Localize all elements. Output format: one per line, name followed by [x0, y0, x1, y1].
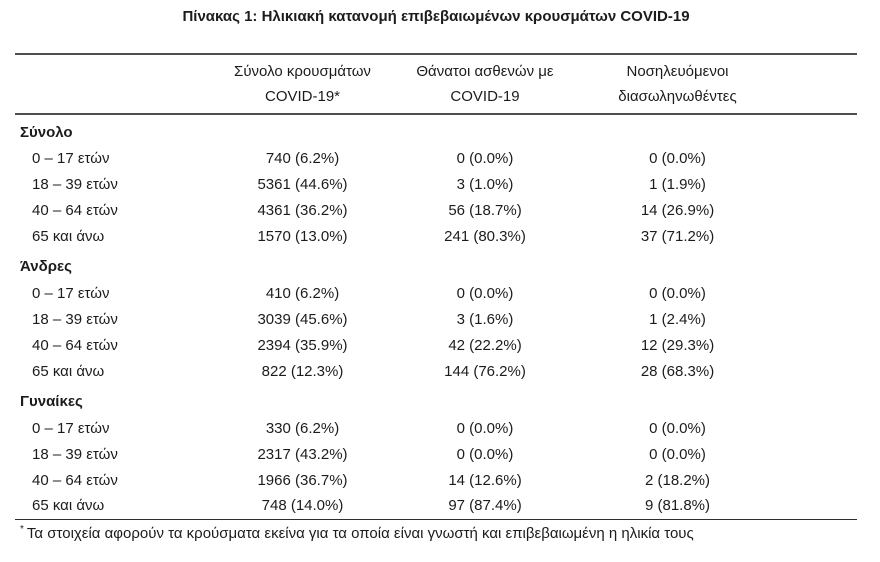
- age-label: 0 – 17 ετών: [32, 419, 110, 437]
- header-deaths: Θάνατοι ασθενών με COVID-19: [405, 54, 565, 114]
- deaths-value: 42 (22.2%): [448, 336, 522, 354]
- deaths-value: 0 (0.0%): [456, 445, 514, 463]
- spacer-cell: [790, 441, 857, 467]
- age-label: 0 – 17 ετών: [32, 284, 110, 302]
- header-total-cases-line2: COVID-19*: [264, 88, 341, 105]
- cases-value: 822 (12.3%): [261, 362, 344, 380]
- spacer-cell: [790, 171, 857, 197]
- header-spacer-cell: [790, 54, 857, 114]
- cases-value: 1966 (36.7%): [257, 471, 348, 489]
- deaths-value: 0 (0.0%): [456, 149, 514, 167]
- table-row: 65 και άνω 1570 (13.0%) 241 (80.3%) 37 (…: [15, 223, 857, 249]
- table-header-row: Σύνολο κρουσμάτων COVID-19* Θάνατοι ασθε…: [15, 54, 857, 114]
- section-row-total: Σύνολο: [15, 114, 857, 145]
- cases-value: 3039 (45.6%): [257, 310, 348, 328]
- deaths-value: 144 (76.2%): [444, 362, 526, 380]
- intubated-value: 12 (29.3%): [640, 336, 715, 354]
- section-row-men: Άνδρες: [15, 249, 857, 280]
- deaths-value: 3 (1.0%): [456, 175, 514, 193]
- age-label: 0 – 17 ετών: [32, 149, 110, 167]
- footnote-text: Τα στοιχεία αφορούν τα κρούσματα εκείνα …: [26, 524, 694, 542]
- header-deaths-line1: Θάνατοι ασθενών με: [416, 63, 554, 80]
- section-label-women: Γυναίκες: [20, 393, 83, 410]
- footnote-asterisk: *: [20, 523, 24, 535]
- covid-age-distribution-table: Σύνολο κρουσμάτων COVID-19* Θάνατοι ασθε…: [15, 53, 857, 520]
- table-row: 0 – 17 ετών 410 (6.2%) 0 (0.0%) 0 (0.0%): [15, 280, 857, 306]
- deaths-value: 0 (0.0%): [456, 419, 514, 437]
- document-page: Πίνακας 1: Ηλικιακή κατανομή επιβεβαιωμέ…: [15, 0, 857, 542]
- header-total-cases-line1: Σύνολο κρουσμάτων: [234, 63, 371, 80]
- cases-value: 330 (6.2%): [265, 419, 340, 437]
- cases-value: 4361 (36.2%): [257, 201, 348, 219]
- spacer-cell: [790, 145, 857, 171]
- spacer-cell: [790, 197, 857, 223]
- intubated-value: 0 (0.0%): [649, 149, 706, 167]
- header-empty-cell: [15, 54, 200, 114]
- table-row: 18 – 39 ετών 3039 (45.6%) 3 (1.6%) 1 (2.…: [15, 306, 857, 332]
- table-row: 40 – 64 ετών 1966 (36.7%) 14 (12.6%) 2 (…: [15, 467, 857, 493]
- spacer-cell: [790, 332, 857, 358]
- cases-value: 2394 (35.9%): [257, 336, 348, 354]
- intubated-value: 1 (1.9%): [649, 175, 706, 193]
- intubated-value: 37 (71.2%): [640, 227, 715, 245]
- age-label: 18 – 39 ετών: [32, 175, 118, 193]
- intubated-value: 2 (18.2%): [644, 471, 711, 489]
- age-label: 18 – 39 ετών: [32, 310, 118, 328]
- deaths-value: 14 (12.6%): [448, 471, 522, 489]
- intubated-value: 1 (2.4%): [649, 310, 706, 328]
- header-intubated: Νοσηλευόμενοι διασωληνωθέντες: [565, 54, 790, 114]
- age-label: 65 και άνω: [32, 497, 105, 515]
- intubated-value: 0 (0.0%): [649, 284, 706, 302]
- deaths-value: 241 (80.3%): [444, 227, 526, 245]
- age-label: 40 – 64 ετών: [32, 471, 118, 489]
- age-label: 40 – 64 ετών: [32, 336, 118, 354]
- spacer-cell: [790, 467, 857, 493]
- table-footnote: * Τα στοιχεία αφορούν τα κρούσματα εκείνα…: [15, 520, 857, 542]
- table-row: 40 – 64 ετών 4361 (36.2%) 56 (18.7%) 14 …: [15, 197, 857, 223]
- intubated-value: 0 (0.0%): [649, 445, 706, 463]
- table-row: 18 – 39 ετών 2317 (43.2%) 0 (0.0%) 0 (0.…: [15, 441, 857, 467]
- deaths-value: 0 (0.0%): [456, 284, 514, 302]
- deaths-value: 97 (87.4%): [448, 497, 522, 515]
- spacer-cell: [790, 306, 857, 332]
- cases-value: 740 (6.2%): [265, 149, 340, 167]
- spacer-cell: [790, 415, 857, 441]
- intubated-value: 28 (68.3%): [640, 362, 715, 380]
- section-label-total: Σύνολο: [20, 123, 73, 141]
- header-deaths-line2: COVID-19: [450, 88, 520, 105]
- spacer-cell: [790, 280, 857, 306]
- age-label: 65 και άνω: [32, 227, 105, 245]
- age-label: 40 – 64 ετών: [32, 201, 118, 219]
- table-row: 0 – 17 ετών 330 (6.2%) 0 (0.0%) 0 (0.0%): [15, 415, 857, 441]
- table-row: 18 – 39 ετών 5361 (44.6%) 3 (1.0%) 1 (1.…: [15, 171, 857, 197]
- header-intubated-line2: διασωληνωθέντες: [618, 88, 737, 105]
- deaths-value: 56 (18.7%): [448, 201, 522, 219]
- table-row: 65 και άνω 822 (12.3%) 144 (76.2%) 28 (6…: [15, 358, 857, 384]
- cases-value: 1570 (13.0%): [257, 227, 348, 245]
- intubated-value: 14 (26.9%): [640, 201, 715, 219]
- age-label: 65 και άνω: [32, 362, 105, 380]
- table-title: Πίνακας 1: Ηλικιακή κατανομή επιβεβαιωμέ…: [182, 8, 690, 25]
- spacer-cell: [790, 223, 857, 249]
- section-label-men: Άνδρες: [20, 258, 72, 275]
- spacer-cell: [790, 358, 857, 384]
- intubated-value: 0 (0.0%): [649, 419, 706, 437]
- header-intubated-line1: Νοσηλευόμενοι: [626, 63, 729, 80]
- section-row-women: Γυναίκες: [15, 384, 857, 415]
- age-label: 18 – 39 ετών: [32, 445, 118, 463]
- table-row: 65 και άνω 748 (14.0%) 97 (87.4%) 9 (81.…: [15, 493, 857, 519]
- header-total-cases: Σύνολο κρουσμάτων COVID-19*: [200, 54, 405, 114]
- cases-value: 2317 (43.2%): [257, 445, 348, 463]
- spacer-cell: [790, 493, 857, 519]
- table-row: 40 – 64 ετών 2394 (35.9%) 42 (22.2%) 12 …: [15, 332, 857, 358]
- deaths-value: 3 (1.6%): [456, 310, 514, 328]
- cases-value: 748 (14.0%): [261, 497, 344, 515]
- table-row: 0 – 17 ετών 740 (6.2%) 0 (0.0%) 0 (0.0%): [15, 145, 857, 171]
- cases-value: 5361 (44.6%): [257, 175, 348, 193]
- cases-value: 410 (6.2%): [265, 284, 340, 302]
- intubated-value: 9 (81.8%): [644, 497, 711, 515]
